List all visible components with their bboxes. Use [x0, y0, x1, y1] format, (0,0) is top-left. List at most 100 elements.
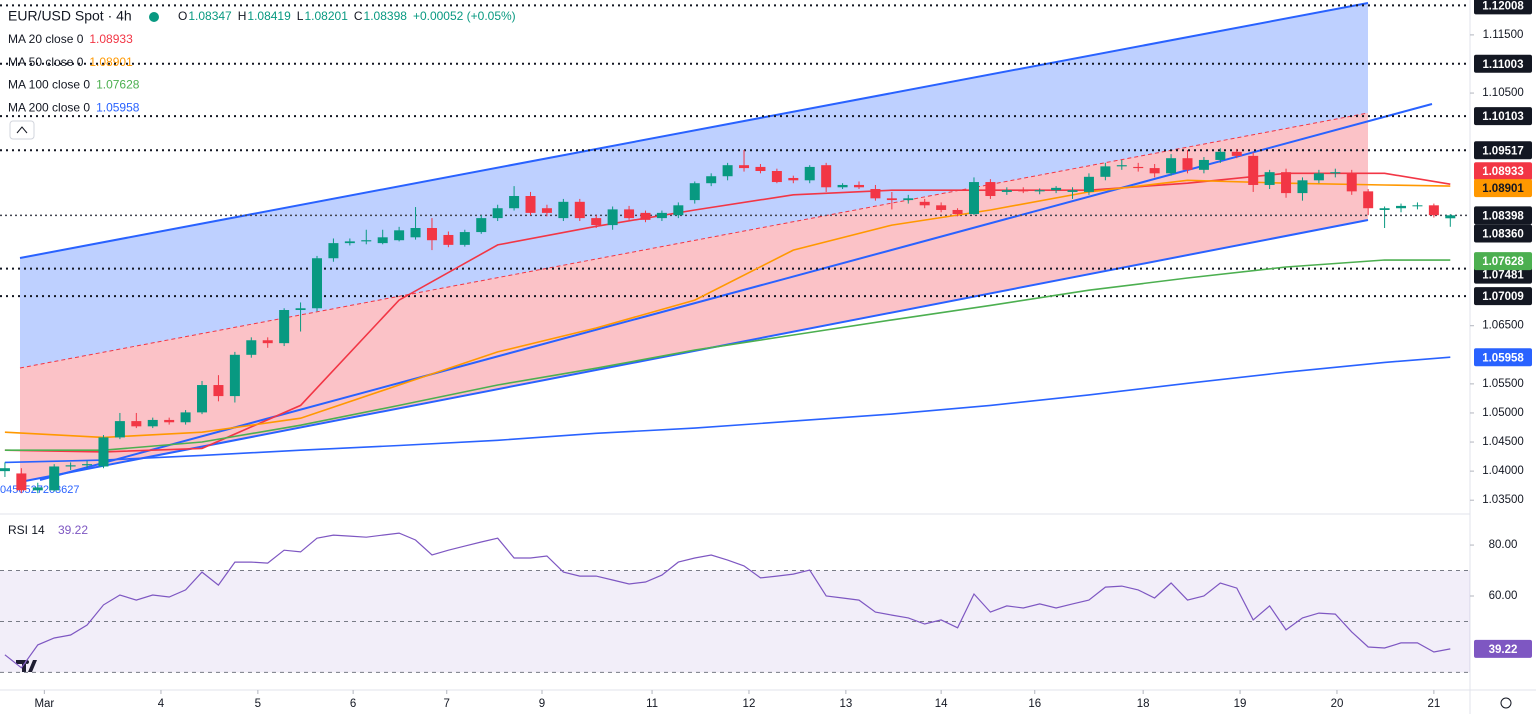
candle-body	[476, 218, 487, 233]
price-badge-label: 1.12008	[1482, 0, 1524, 12]
candle-body	[394, 230, 405, 241]
candle-body	[1067, 190, 1078, 192]
candle-body	[1100, 166, 1111, 177]
price-badge-label: 1.08398	[1482, 210, 1524, 222]
candle-body	[968, 182, 979, 215]
candle-body	[788, 177, 799, 181]
candle-body	[624, 209, 635, 219]
candle-body	[426, 228, 437, 241]
collapse-icon	[16, 126, 28, 134]
ma-legend-value: 1.07628	[96, 78, 140, 92]
candle-body	[459, 232, 470, 245]
rsi-badge-label: 39.22	[1489, 644, 1518, 656]
candle-body	[65, 465, 76, 467]
price-badge	[1474, 265, 1532, 284]
ohlc-value: 1.08347	[188, 9, 232, 23]
ohlc-key: H	[238, 9, 247, 23]
candle-body	[1083, 176, 1094, 192]
price-badge-label: 1.08901	[1482, 183, 1524, 195]
candle-body	[771, 171, 782, 183]
rsi-y-tick-label: 80.00	[1489, 539, 1518, 551]
ma-legend-value: 1.05958	[96, 100, 140, 114]
x-tick-label: 4	[158, 698, 165, 710]
candle-body	[1166, 158, 1177, 174]
price-badge	[1474, 107, 1532, 126]
candle-body	[131, 421, 142, 427]
y-tick-label: 1.06500	[1482, 320, 1524, 332]
logo-mark	[16, 660, 37, 672]
candle-body	[1313, 173, 1324, 181]
price-badge	[1474, 348, 1532, 367]
price-badge-label: 1.05958	[1482, 352, 1524, 364]
candle-body	[722, 165, 733, 177]
price-badge	[1474, 179, 1532, 198]
ma-line	[4, 179, 1451, 439]
candle-body	[525, 196, 536, 213]
candle-body	[541, 208, 552, 213]
ohlc-legend: O 1.08347 H 1.08419 L 1.08201 C 1.08398	[178, 9, 407, 23]
rsi-line	[4, 532, 1451, 669]
x-tick-label: 11	[646, 698, 658, 710]
rsi-title: RSI 14	[8, 523, 45, 537]
candle-body	[936, 205, 947, 210]
candle-body	[295, 308, 306, 311]
candle-body	[16, 473, 27, 491]
candle-body	[673, 205, 684, 216]
price-badge-label: 1.08933	[1482, 166, 1524, 178]
candle-body	[804, 166, 815, 181]
market-status	[149, 12, 159, 22]
price-badge	[1474, 54, 1532, 73]
ohlc-key: L	[297, 9, 304, 23]
candle-body	[262, 340, 273, 344]
price-badge-label: 1.07628	[1482, 256, 1524, 268]
price-badge	[1474, 252, 1532, 271]
channel-mid-line	[19, 112, 1369, 369]
candle-body	[558, 201, 569, 219]
candle-body	[1248, 155, 1259, 185]
y-tick-label: 1.10500	[1482, 87, 1524, 99]
candle-body	[1412, 205, 1423, 207]
channel-lower-fill	[20, 113, 1368, 482]
candle-body	[952, 209, 963, 215]
ma-legend-name: MA 50 close 0	[8, 55, 84, 69]
candle-body	[607, 209, 618, 226]
ma-line	[4, 172, 1451, 453]
candle-body	[1133, 166, 1144, 169]
price-badge-label: 1.10103	[1482, 111, 1524, 123]
candle-body	[1182, 158, 1193, 170]
candle-body	[213, 385, 224, 397]
candle-body	[1363, 191, 1374, 209]
candle-body	[197, 385, 208, 413]
price-badge-label: 1.09517	[1482, 145, 1524, 157]
candle-body	[114, 421, 125, 438]
candle-body	[1018, 190, 1029, 192]
candle-body	[1445, 215, 1456, 219]
ma-legend-name: MA 20 close 0	[8, 32, 84, 46]
candle-body	[98, 437, 109, 467]
candle-body	[1051, 187, 1062, 191]
candle-body	[443, 234, 454, 245]
x-tick-label: 9	[539, 698, 545, 710]
candle-body	[870, 189, 881, 199]
candle-body	[410, 228, 421, 238]
x-tick-label: 14	[935, 698, 948, 710]
candle-body	[656, 212, 667, 219]
candle-body	[1198, 159, 1209, 170]
candle-body	[344, 241, 355, 244]
x-tick-label: 18	[1137, 698, 1150, 710]
collapse-button[interactable]	[9, 120, 35, 140]
price-badge-label: 1.07009	[1482, 291, 1524, 303]
channel-upper-line	[19, 2, 1369, 259]
settings-icon[interactable]	[1500, 697, 1512, 709]
candle-body	[574, 201, 585, 219]
candle-body	[1297, 180, 1308, 194]
candle-body	[1379, 208, 1390, 210]
rsi-y-tick-label: 60.00	[1489, 590, 1518, 602]
candle-body	[1281, 172, 1292, 194]
candle-body	[311, 258, 322, 309]
x-tick-label: 7	[444, 698, 450, 710]
candle-body	[919, 201, 930, 206]
candle-body	[1149, 168, 1160, 174]
ma-legend-name: MA 200 close 0	[8, 100, 90, 114]
